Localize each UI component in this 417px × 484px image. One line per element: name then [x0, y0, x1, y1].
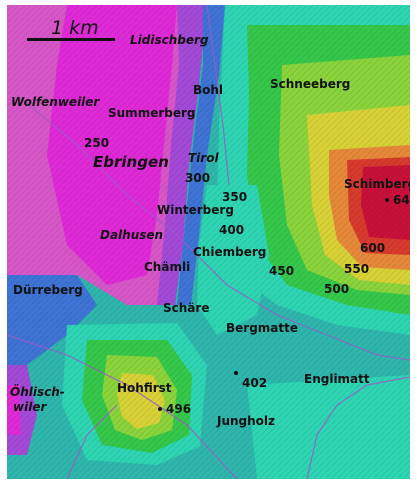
trails [7, 5, 410, 479]
elevation-300: 300 [185, 171, 211, 185]
elevation-550: 550 [344, 262, 370, 276]
elevation-350: 350 [222, 190, 248, 204]
place-dalhusen[interactable]: Dalhusen [100, 228, 164, 242]
place-oehlischwiler-1[interactable]: Öhlisch- [10, 385, 65, 399]
contour-map[interactable] [7, 5, 410, 479]
place-ebringen[interactable]: Ebringen [93, 153, 169, 171]
elevation-500: 500 [324, 282, 350, 296]
elevation-600: 600 [360, 241, 386, 255]
place-oehlischwiler-2[interactable]: wiler [13, 400, 47, 414]
place-duerreberg[interactable]: Dürreberg [13, 283, 83, 297]
contour-texture [7, 5, 410, 479]
spot-height-marker [158, 407, 162, 411]
scale-label: 1 km [51, 17, 99, 39]
place-tirol[interactable]: Tirol [188, 151, 219, 165]
trail [7, 334, 238, 479]
map-frame[interactable]: 1 km Lidischberg Wolfenweiler Summerberg… [7, 5, 410, 479]
elevation-450: 450 [269, 264, 295, 278]
place-lidischberg[interactable]: Lidischberg [130, 33, 209, 47]
trail [16, 94, 410, 361]
place-winterberg[interactable]: Winterberg [157, 203, 234, 217]
place-hohfirst[interactable]: Hohfirst [117, 381, 172, 395]
place-schaere[interactable]: Schäre [163, 301, 210, 315]
elevation-644: 644 [393, 193, 410, 207]
trail [306, 376, 410, 479]
place-schneeberg[interactable]: Schneeberg [270, 77, 351, 91]
place-wolfenweiler[interactable]: Wolfenweiler [11, 95, 100, 109]
place-summerberg[interactable]: Summerberg [108, 106, 196, 120]
place-chaemli[interactable]: Chämli [144, 260, 191, 274]
place-englimatt[interactable]: Englimatt [304, 372, 370, 386]
scale-bar [27, 38, 115, 41]
place-schimberg[interactable]: Schimberg [344, 177, 410, 191]
elevation-250: 250 [84, 136, 110, 150]
place-bohl[interactable]: Bohl [193, 83, 224, 97]
place-bergmatte[interactable]: Bergmatte [226, 321, 299, 335]
trail [206, 5, 230, 186]
place-jungholz[interactable]: Jungholz [217, 414, 276, 428]
spot-height-marker [234, 371, 238, 375]
place-chiemberg[interactable]: Chiemberg [193, 245, 267, 259]
elevation-402: 402 [242, 376, 268, 390]
spot-height-marker [385, 198, 389, 202]
elevation-400: 400 [219, 223, 245, 237]
elevation-496: 496 [166, 402, 192, 416]
trail [66, 404, 118, 479]
